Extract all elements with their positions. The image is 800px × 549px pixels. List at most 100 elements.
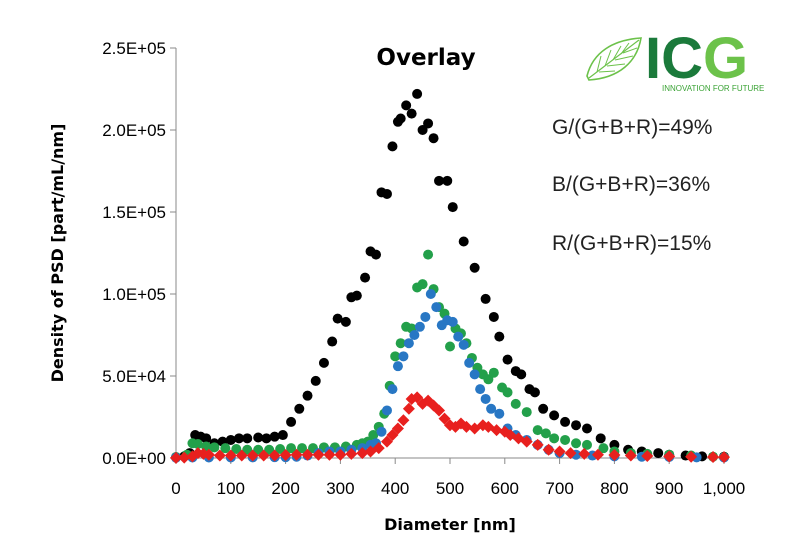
data-point [406, 108, 417, 119]
data-point [275, 443, 286, 454]
data-point [235, 449, 248, 462]
data-point [549, 410, 560, 421]
data-point [458, 236, 469, 247]
data-point [268, 449, 281, 462]
data-point [425, 289, 436, 299]
data-point [294, 403, 305, 414]
data-point [494, 408, 505, 419]
data-point [220, 443, 231, 454]
data-point [529, 387, 540, 398]
data-point [345, 447, 358, 460]
x-ticks: 0 100 200 300 400 500 600 700 800 900 1,000 [171, 458, 745, 498]
data-point [423, 249, 434, 260]
data-point [279, 449, 292, 462]
data-point [578, 447, 591, 460]
data-point [571, 420, 582, 431]
data-series [170, 88, 730, 464]
data-point [608, 449, 621, 462]
data-point [277, 430, 288, 441]
data-point [242, 444, 253, 455]
data-point [469, 369, 480, 380]
data-point [318, 357, 329, 368]
data-point [301, 448, 314, 461]
data-point [542, 443, 555, 456]
y-tick-label: 2.5E+05 [102, 39, 166, 58]
data-point [504, 429, 517, 442]
data-point [381, 405, 392, 416]
data-point [707, 451, 720, 464]
data-point [475, 384, 486, 395]
data-point [381, 188, 392, 199]
data-point [532, 425, 543, 436]
data-point [582, 439, 592, 450]
data-point [170, 451, 182, 464]
data-point [434, 175, 445, 186]
data-point [290, 448, 303, 461]
data-point [224, 449, 237, 462]
data-point [549, 433, 560, 444]
x-tick-label: 600 [491, 479, 519, 498]
data-point [531, 438, 544, 451]
data-point [483, 374, 494, 385]
data-point [520, 435, 533, 448]
data-point [380, 435, 393, 448]
data-point [402, 402, 415, 415]
x-tick-label: 1,000 [703, 479, 746, 498]
data-point [264, 444, 275, 455]
logo-letters: ICG [645, 26, 748, 91]
data-point [286, 443, 297, 454]
data-point [447, 316, 458, 327]
data-point [401, 100, 412, 111]
data-point [403, 338, 414, 349]
data-point [327, 336, 338, 347]
data-point [391, 422, 404, 435]
x-tick-label: 900 [655, 479, 683, 498]
data-point [417, 125, 428, 135]
blue-ratio-label: B/(G+B+R)=36% [552, 173, 710, 196]
data-point [356, 447, 369, 460]
green-ratio-label: G/(G+B+R)=49% [552, 116, 712, 139]
data-point [351, 290, 362, 301]
data-point [387, 141, 398, 152]
data-point [414, 321, 425, 332]
data-point [453, 331, 464, 342]
data-point [192, 439, 203, 450]
x-tick-label: 0 [171, 479, 180, 498]
data-point [417, 279, 428, 290]
data-point [213, 449, 226, 462]
data-point [510, 398, 521, 409]
data-point [540, 428, 551, 439]
data-point [390, 351, 401, 362]
data-point [392, 361, 403, 372]
data-point [502, 354, 513, 365]
data-point [376, 426, 387, 437]
data-point [231, 443, 242, 454]
x-tick-label: 700 [545, 479, 573, 498]
data-point [253, 432, 264, 443]
data-point [460, 420, 473, 433]
data-point [488, 311, 499, 322]
data-point [598, 443, 609, 454]
data-point [371, 249, 382, 260]
x-tick-label: 100 [217, 479, 245, 498]
data-point [516, 369, 527, 380]
data-point [395, 338, 406, 349]
y-tick-label: 2.0E+05 [102, 121, 166, 140]
data-point [438, 412, 451, 425]
y-tick-label: 1.0E+05 [102, 285, 166, 304]
chart-title: Overlay [376, 45, 475, 71]
data-point [431, 302, 442, 313]
data-point [641, 450, 654, 463]
data-point [445, 341, 455, 352]
data-point [685, 450, 698, 463]
data-point [469, 262, 480, 273]
data-point [323, 448, 336, 461]
data-point [490, 424, 503, 437]
y-tick-label: 0.0E+00 [102, 449, 166, 468]
data-point [340, 316, 351, 327]
y-ticks: 0.0E+00 5.0E+04 1.0E+05 1.5E+05 2.0E+05 2.5E+… [102, 39, 176, 468]
series-green [171, 249, 729, 463]
series-red [170, 391, 730, 464]
data-point [442, 175, 453, 186]
data-point [253, 444, 264, 455]
